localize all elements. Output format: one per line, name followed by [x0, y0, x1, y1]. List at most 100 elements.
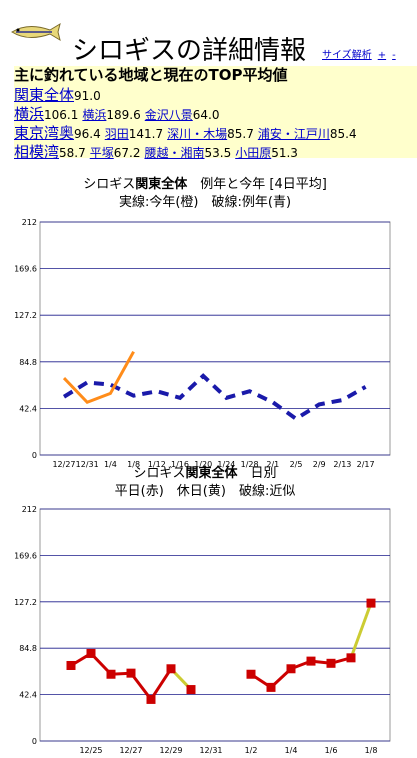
y-tick-label: 42.4 — [19, 691, 37, 700]
chart-subtitle: 実線:今年(橙) 破線:例年(青) — [119, 194, 291, 210]
x-tick-label: 1/20 — [194, 460, 212, 469]
x-tick-label: 12/29 — [159, 746, 182, 755]
region-row: 横浜106.1 横浜189.6 金沢八景64.0 — [14, 105, 417, 124]
point-marker — [146, 694, 156, 704]
line-segment — [149, 667, 173, 701]
region-link[interactable]: 関東全体 — [14, 86, 75, 104]
title-part: 関東全体 — [135, 176, 188, 192]
point-marker — [326, 658, 336, 668]
fish-icon — [11, 22, 61, 42]
point-marker — [126, 668, 136, 678]
summary-box: 主に釣れている地域と現在のTOP平均値 関東全体91.0 横浜106.1 横浜189… — [14, 66, 417, 161]
point-marker — [86, 648, 96, 658]
region-row: 関東全体91.0 — [14, 86, 417, 105]
x-tick-label: 12/31 — [76, 460, 99, 469]
spot-link[interactable]: 小田原 — [235, 146, 272, 160]
x-tick-label: 2/5 — [290, 460, 303, 469]
y-tick-label: 42.4 — [19, 404, 37, 413]
chart-subtitle: 平日(赤) 休日(黄) 破線:近似 — [115, 483, 296, 499]
x-tick-label: 12/25 — [79, 746, 102, 755]
spot-value: 67.2 — [113, 146, 141, 160]
header-links: サイズ解析 + - — [322, 46, 402, 61]
point-marker — [166, 664, 176, 674]
y-tick-label: 169.6 — [14, 551, 37, 560]
point-marker — [186, 685, 196, 695]
y-tick-label: 212 — [22, 218, 37, 227]
x-tick-label: 2/9 — [313, 460, 326, 469]
point-marker — [266, 682, 276, 692]
chart-title: シロギス関東全体 日別 — [133, 465, 276, 481]
y-tick-label: 0 — [32, 451, 37, 460]
spot-value: 51.3 — [271, 146, 298, 160]
series-line — [62, 350, 135, 404]
region-link[interactable]: 相模湾 — [14, 143, 60, 161]
region-value: 106.1 — [44, 108, 79, 122]
x-tick-label: 1/8 — [365, 746, 378, 755]
x-tick-label: 1/12 — [148, 460, 166, 469]
y-tick-label: 84.8 — [19, 358, 37, 367]
point-marker — [306, 656, 316, 666]
point-marker — [106, 669, 116, 679]
spot-link[interactable]: 深川・木場 — [167, 127, 228, 141]
line-segment — [349, 602, 373, 659]
point-marker — [366, 598, 376, 608]
point-marker — [286, 664, 296, 674]
region-link[interactable]: 東京湾奥 — [14, 124, 75, 142]
title-part: 例年と今年 [4日平均] — [187, 176, 327, 192]
spot-value: 53.5 — [204, 146, 232, 160]
title-part: 関東全体 — [185, 465, 238, 481]
spot-value: 85.4 — [329, 127, 357, 141]
spot-link[interactable]: 横浜 — [82, 108, 107, 122]
title-part: シロギス — [133, 466, 185, 481]
region-row: 相模湾58.7 平塚67.2 腰越・湘南53.5 小田原51.3 — [14, 143, 417, 162]
plot-area — [39, 221, 391, 456]
x-tick-label: 12/31 — [199, 746, 222, 755]
point-marker — [346, 653, 356, 663]
page-title: シロギスの詳細情報 — [72, 36, 307, 66]
spot-value: 85.7 — [227, 127, 254, 141]
x-tick-label: 2/1 — [266, 460, 279, 469]
x-tick-label: 1/28 — [241, 460, 259, 469]
x-tick-label: 2/17 — [357, 460, 375, 469]
x-tick-label: 1/2 — [245, 746, 258, 755]
region-value: 91.0 — [74, 89, 101, 103]
y-tick-label: 212 — [22, 505, 37, 514]
link[interactable]: サイズ解析 — [322, 50, 372, 61]
x-tick-label: 1/8 — [127, 460, 140, 469]
spot-link[interactable]: 平塚 — [89, 146, 114, 160]
chart-title: シロギス関東全体 例年と今年 [4日平均] — [83, 176, 327, 192]
link[interactable]: - — [392, 50, 396, 61]
x-tick-label: 1/4 — [104, 460, 117, 469]
link[interactable]: + — [377, 50, 387, 61]
x-tick-label: 1/24 — [217, 460, 235, 469]
x-tick-label: 2/13 — [333, 460, 351, 469]
spot-link[interactable]: 金沢八景 — [144, 108, 193, 122]
x-tick-label: 1/16 — [171, 460, 189, 469]
point-marker — [66, 660, 76, 670]
region-list: 関東全体91.0 横浜106.1 横浜189.6 金沢八景64.0 東京湾奥96.4 羽田… — [14, 86, 417, 162]
spot-link[interactable]: 腰越・湘南 — [144, 146, 205, 160]
y-tick-label: 127.2 — [14, 311, 37, 320]
y-tick-label: 0 — [32, 737, 37, 746]
spot-value: 189.6 — [106, 108, 141, 122]
region-link[interactable]: 横浜 — [14, 105, 45, 123]
region-row: 東京湾奥96.4 羽田141.7 深川・木場85.7 浦安・江戸川85.4 — [14, 124, 417, 143]
y-tick-label: 169.6 — [14, 265, 37, 274]
spot-value: 64.0 — [192, 108, 220, 122]
x-tick-label: 1/4 — [285, 746, 298, 755]
y-tick-label: 127.2 — [14, 598, 37, 607]
spot-link[interactable]: 浦安・江戸川 — [257, 127, 330, 141]
x-tick-label: 12/27 — [119, 746, 142, 755]
point-marker — [246, 669, 256, 679]
summary-heading: 主に釣れている地域と現在のTOP平均値 — [14, 66, 288, 84]
region-value: 58.7 — [59, 146, 86, 160]
x-tick-label: 12/27 — [52, 460, 75, 469]
region-value: 96.4 — [74, 127, 101, 141]
title-part: 日別 — [238, 466, 277, 481]
plot-area — [39, 508, 391, 742]
y-tick-label: 84.8 — [19, 644, 37, 653]
spot-link[interactable]: 羽田 — [104, 127, 129, 141]
spot-value: 141.7 — [128, 127, 164, 141]
